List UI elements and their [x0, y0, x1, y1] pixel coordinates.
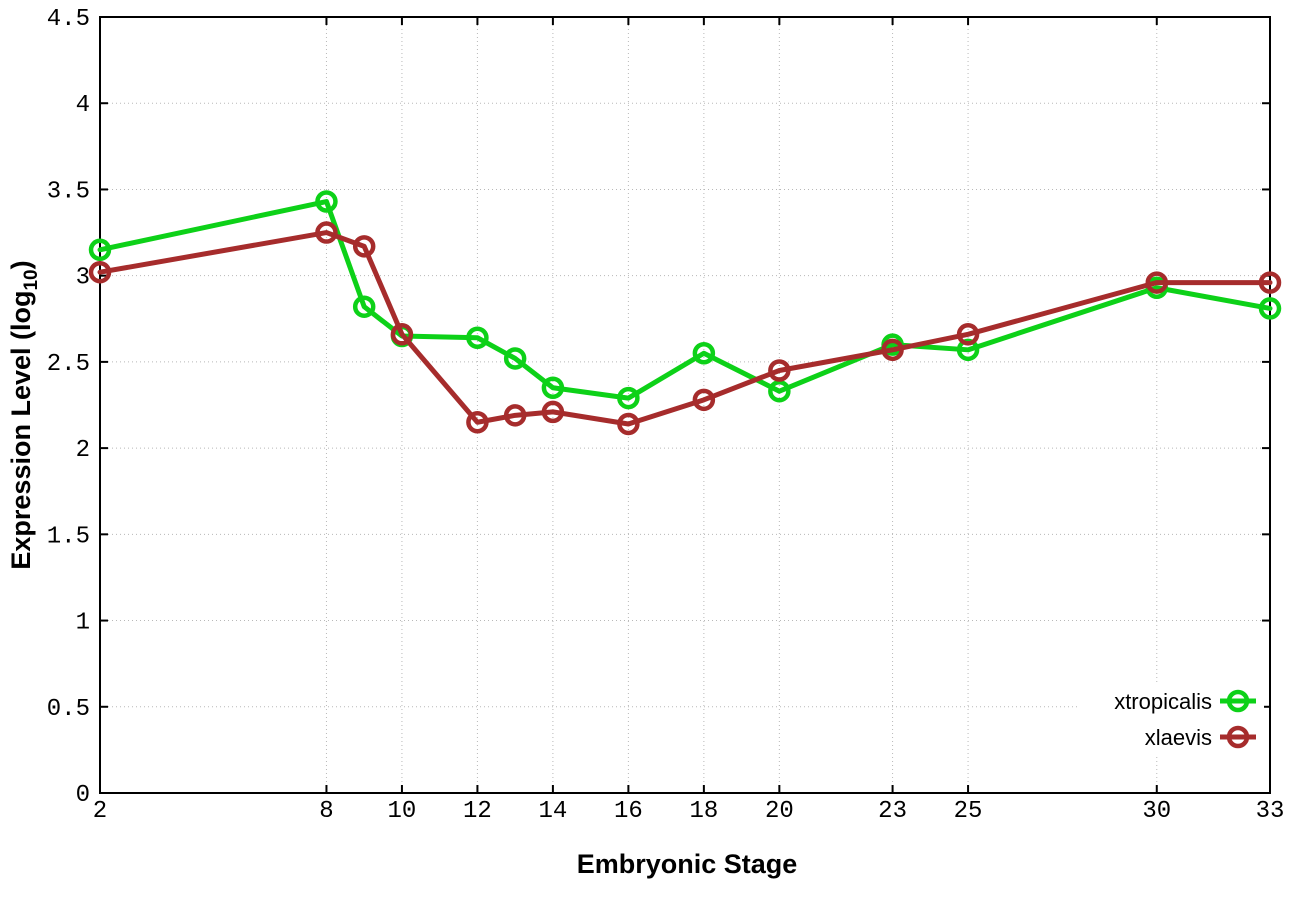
- xlaevis-data-point: [315, 221, 338, 244]
- x-tick-label: 8: [319, 798, 333, 825]
- xlaevis-data-point: [390, 323, 414, 346]
- legend-marker-sample: [1226, 689, 1250, 713]
- xtropicalis-data-point: [88, 238, 112, 262]
- legend-label-xlaevis: xlaevis: [1145, 725, 1212, 750]
- x-tick-label: 16: [614, 798, 643, 825]
- xtropicalis-data-point: [315, 190, 338, 213]
- y-tick-label: 2.5: [47, 351, 90, 378]
- xlaevis-data-point: [88, 260, 112, 284]
- x-tick-label: 20: [765, 798, 794, 825]
- xlaevis-data-point: [352, 235, 376, 258]
- x-tick-label: 14: [538, 798, 567, 825]
- y-tick-label: 0: [76, 782, 90, 809]
- x-tick-label: 2: [93, 798, 107, 825]
- x-tick-label: 25: [954, 798, 983, 825]
- xlaevis-line: [97, 230, 1273, 427]
- y-axis-title: Expression Level (log10): [6, 260, 42, 569]
- x-tick-label: 30: [1142, 798, 1171, 825]
- xlaevis-data-point: [768, 359, 791, 382]
- xtropicalis-data-point: [352, 295, 376, 318]
- legend-marker-sample: [1226, 725, 1250, 749]
- tick-marks: [99, 16, 1271, 794]
- y-tick-label: 4: [76, 92, 90, 119]
- xlaevis-data-point: [1145, 271, 1169, 294]
- xlaevis-data-point: [617, 412, 640, 436]
- xlaevis-data-point: [692, 388, 716, 412]
- xtropicalis-data-point: [617, 386, 640, 410]
- y-tick-label: 0.5: [47, 696, 90, 723]
- xlaevis-data-point: [881, 338, 904, 362]
- y-tick-label: 1: [76, 610, 90, 637]
- plot-border: [99, 16, 1271, 794]
- y-tick-label: 4.5: [47, 6, 90, 33]
- series-xtropicalis: [88, 190, 1282, 410]
- legend: xtropicalis xlaevis: [1078, 682, 1264, 756]
- xtropicalis-data-point: [1258, 297, 1282, 320]
- xtropicalis-data-point: [503, 347, 527, 370]
- y-tick-label: 3: [76, 265, 90, 292]
- xtropicalis-data-point: [956, 338, 980, 362]
- xtropicalis-data-point: [466, 326, 489, 349]
- y-tick-label: 2: [76, 437, 90, 464]
- xlaevis-data-point: [466, 410, 489, 434]
- x-tick-label: 18: [689, 798, 718, 825]
- xtropicalis-data-point: [692, 342, 716, 365]
- y-tick-label: 3.5: [47, 178, 90, 205]
- x-tick-label: 10: [388, 798, 417, 825]
- x-tick-label: 23: [878, 798, 907, 825]
- xtropicalis-data-point: [768, 379, 791, 403]
- legend-label-xtropicalis: xtropicalis: [1114, 689, 1212, 714]
- series-xlaevis: [88, 221, 1282, 436]
- x-axis-title: Embryonic Stage: [577, 849, 798, 879]
- y-tick-labels: 0 0.5 1 1.5 2 2.5 3 3.5 4 4.5: [47, 6, 90, 809]
- xlaevis-data-point: [956, 323, 980, 346]
- x-tick-label: 12: [463, 798, 492, 825]
- xtropicalis-data-point: [541, 376, 565, 400]
- y-tick-label: 1.5: [47, 523, 90, 550]
- x-tick-labels: 2 8 10 12 14 16 18 20 23 25 30 33: [93, 798, 1285, 825]
- xlaevis-data-point: [503, 404, 527, 427]
- xlaevis-data-point: [541, 400, 565, 424]
- xlaevis-data-point: [1258, 271, 1282, 294]
- x-tick-label: 33: [1256, 798, 1285, 825]
